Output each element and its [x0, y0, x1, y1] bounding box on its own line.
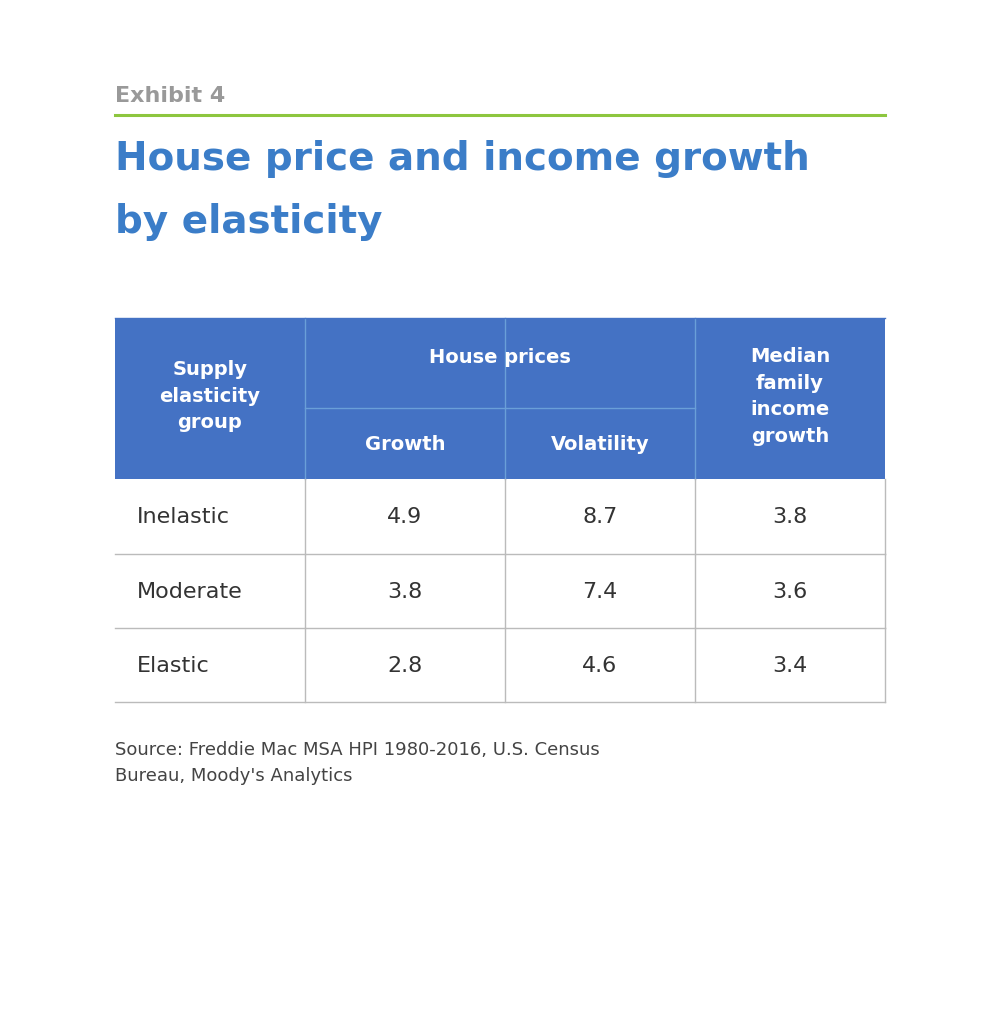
Text: 3.8: 3.8	[387, 581, 423, 602]
Text: Source: Freddie Mac MSA HPI 1980-2016, U.S. Census
Bureau, Moody's Analytics: Source: Freddie Mac MSA HPI 1980-2016, U…	[115, 740, 600, 785]
Text: Growth: Growth	[365, 435, 445, 454]
Text: Exhibit 4: Exhibit 4	[115, 86, 225, 106]
Text: House prices: House prices	[429, 348, 571, 367]
Text: Median
family
income
growth: Median family income growth	[750, 347, 830, 445]
Text: 7.4: 7.4	[582, 581, 618, 602]
Text: Inelastic: Inelastic	[137, 507, 230, 527]
Text: by elasticity: by elasticity	[115, 203, 382, 242]
Text: House price and income growth: House price and income growth	[115, 140, 810, 178]
Text: Volatility: Volatility	[551, 435, 649, 454]
Text: 8.7: 8.7	[582, 507, 618, 527]
Text: 4.6: 4.6	[582, 655, 618, 675]
Text: Elastic: Elastic	[137, 655, 210, 675]
Text: 3.6: 3.6	[772, 581, 808, 602]
Text: 3.4: 3.4	[772, 655, 808, 675]
Text: Supply
elasticity
group: Supply elasticity group	[160, 360, 260, 432]
Text: 2.8: 2.8	[387, 655, 423, 675]
Text: Moderate: Moderate	[137, 581, 243, 602]
Text: 3.8: 3.8	[772, 507, 808, 527]
Text: 4.9: 4.9	[387, 507, 423, 527]
